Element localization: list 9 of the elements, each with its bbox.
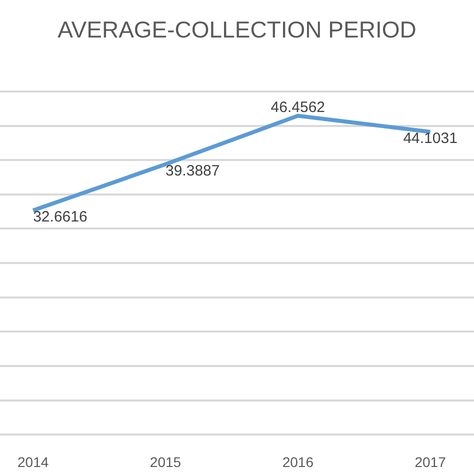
- data-label: 39.3887: [166, 162, 220, 180]
- x-tick-label: 2015: [150, 454, 182, 470]
- data-label: 32.6616: [33, 208, 88, 226]
- x-tick-label: 2016: [282, 454, 314, 470]
- x-tick-label: 2017: [414, 454, 446, 470]
- chart-title: AVERAGE-COLLECTION PERIOD: [58, 16, 416, 42]
- data-label: 46.4562: [270, 99, 326, 116]
- x-tick-label: 2014: [18, 454, 49, 470]
- data-label: 44.1031: [403, 130, 458, 148]
